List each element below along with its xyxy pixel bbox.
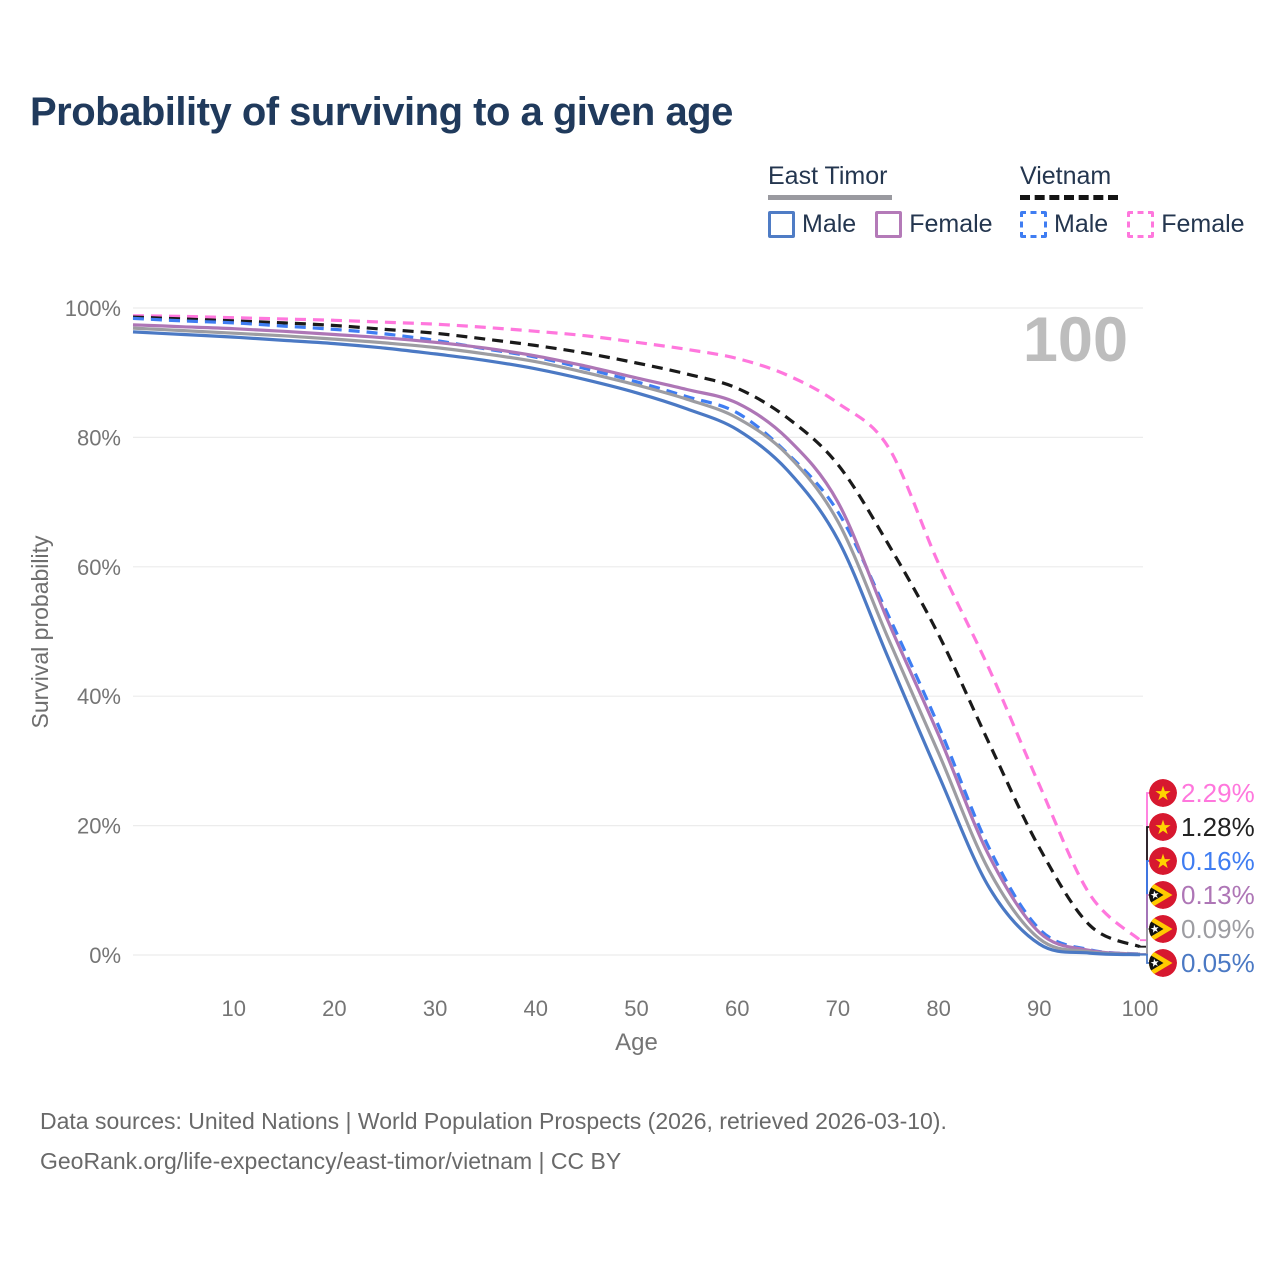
chart-watermark: 100 [1023,305,1128,375]
legend-checkbox-vietnam-male[interactable] [1020,210,1047,238]
x-tick-label: 90 [1027,996,1051,1021]
legend-item-east-timor-male[interactable]: Male [768,210,856,239]
x-tick-label: 60 [725,996,749,1021]
legend-header-east-timor[interactable]: East Timor [768,162,888,190]
y-axis-label: Survival probability [27,535,53,729]
legend-label-vietnam-male: Male [1054,209,1109,238]
series-line-vietnam-female[interactable] [132,314,1142,942]
end-value-label: 0.05% [1181,948,1255,978]
page-title: Probability of surviving to a given age [30,90,733,134]
x-tick-label: 100 [1122,996,1159,1021]
legend-group-east-timor: East Timor Male Female [768,162,993,239]
y-tick-label: 40% [77,684,121,709]
end-value-label: 0.09% [1181,914,1255,944]
legend-label-vietnam-female: Female [1161,209,1245,238]
end-value-label: 2.29% [1181,778,1255,808]
legend-row-vietnam: Male Female [1020,210,1245,239]
series-line-east-timor-female[interactable] [132,323,1141,956]
legend-checkbox-vietnam-female[interactable] [1127,210,1155,238]
legend-label-east-timor-female: Female [909,209,993,238]
x-tick-label: 70 [826,996,850,1021]
legend-header-vietnam[interactable]: Vietnam [1020,162,1112,190]
footer-source-line: Data sources: United Nations | World Pop… [40,1108,947,1134]
legend-group-vietnam: Vietnam Male Female [1020,162,1245,239]
legend-underline-vietnam [1020,194,1118,200]
legend-checkbox-east-timor-female[interactable] [875,210,903,238]
x-tick-label: 20 [322,996,346,1021]
y-tick-label: 0% [89,943,121,968]
x-tick-label: 50 [624,996,648,1021]
legend-item-east-timor-female[interactable]: Female [875,209,993,239]
legend-item-vietnam-male[interactable]: Male [1020,210,1108,239]
series-line-east-timor-both-sexes[interactable] [132,326,1141,956]
end-value-label: 1.28% [1181,812,1255,842]
legend-checkbox-east-timor-male[interactable] [768,210,795,238]
legend-label-east-timor-male: Male [802,209,857,238]
flag-icon-vietnam [1149,813,1177,841]
x-tick-label: 30 [423,996,447,1021]
flag-icon-vietnam [1149,847,1177,875]
end-value-label: 0.16% [1181,846,1255,876]
end-value-label: 0.13% [1181,880,1255,910]
flag-icon-east-timor [1149,949,1177,977]
legend-underline-east-timor [768,194,892,200]
x-axis-label: Age [615,1029,658,1056]
y-tick-label: 20% [77,814,121,839]
x-tick-label: 40 [524,996,548,1021]
series-line-east-timor-male[interactable] [132,330,1141,957]
footer-attribution-line: GeoRank.org/life-expectancy/east-timor/v… [40,1148,622,1174]
y-tick-label: 80% [77,425,121,450]
flag-icon-east-timor [1149,915,1177,943]
legend-item-vietnam-female[interactable]: Female [1127,209,1245,239]
end-connector [1140,953,1149,964]
legend-row-east-timor: Male Female [768,210,993,239]
y-tick-label: 100% [65,296,121,321]
end-connector [1140,928,1149,956]
flag-icon-vietnam [1149,779,1177,807]
series-line-vietnam-male[interactable] [132,316,1141,956]
x-tick-label: 80 [926,996,950,1021]
series-line-vietnam-both-sexes[interactable] [132,315,1141,949]
x-tick-label: 10 [221,996,245,1021]
flag-icon-east-timor [1149,881,1177,909]
y-tick-label: 60% [77,555,121,580]
